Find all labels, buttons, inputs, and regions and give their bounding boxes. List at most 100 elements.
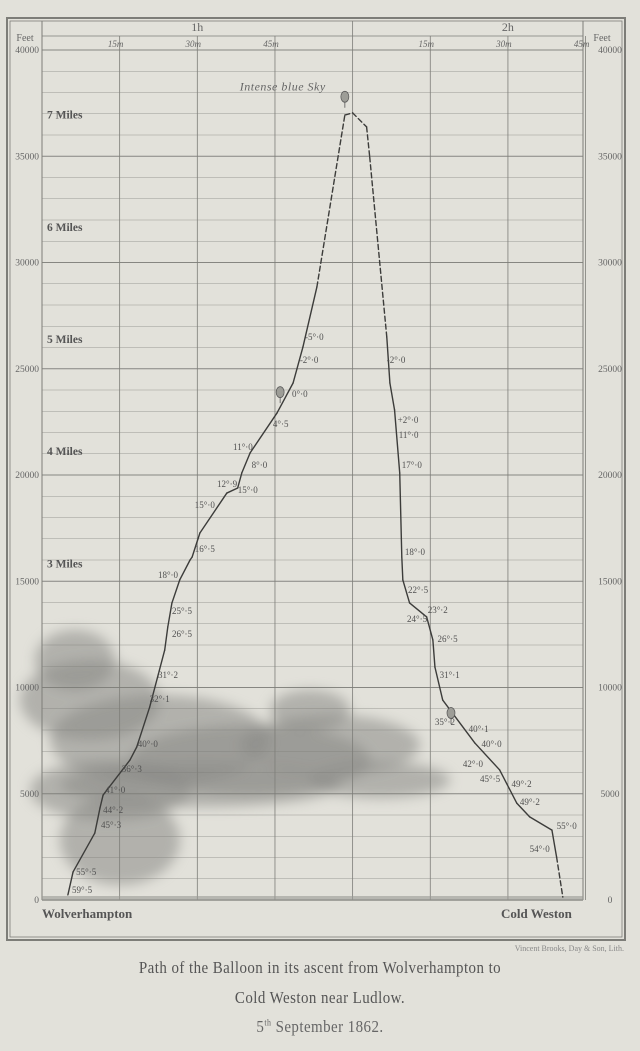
y-tick-label-right: 15000: [598, 577, 622, 587]
mile-label: 3 Miles: [47, 558, 83, 570]
temperature-label: 17°·0: [402, 460, 423, 470]
balloon-icon: [275, 386, 285, 398]
path-segment: [236, 472, 243, 489]
temperature-label: 11°·0: [233, 442, 253, 452]
y-axis-title-right: Feet: [593, 33, 610, 44]
temperature-label: 44°·2: [103, 805, 123, 815]
sky-annotation: Intense blue Sky: [239, 79, 326, 93]
y-tick-label-left: 35000: [15, 152, 39, 162]
path-segment: [167, 602, 173, 628]
path-segment: [241, 452, 251, 474]
path-segment: [365, 126, 371, 158]
path-segment: [148, 649, 166, 708]
temperature-labels: 59°·5 55°·5 45°·3 44°·2 41°·0 36°·3 40°·0 32°·1…: [72, 332, 577, 895]
path-segment: [528, 816, 553, 831]
y-tick-label-right: 5000: [601, 790, 620, 800]
y-tick-label-left: 0: [34, 896, 39, 906]
temperature-label: 15°·0: [238, 485, 259, 495]
path-segment: [72, 832, 96, 873]
path-segment: [408, 602, 428, 618]
temperature-label: 18°·0: [405, 547, 426, 557]
temperature-label: +2°·0: [398, 415, 419, 425]
y-tick-label-left: 15000: [15, 577, 39, 587]
x-tick-label: 15m: [108, 39, 124, 49]
path-segment: [389, 382, 396, 411]
path-segment: [316, 114, 346, 288]
mile-label: 5 Miles: [47, 334, 83, 346]
temperature-label: 35°·2: [435, 717, 455, 727]
path-segment: [226, 487, 239, 494]
y-tick-label-right: 40000: [598, 46, 622, 56]
path-segment: [292, 346, 304, 384]
outer-border: [6, 17, 626, 941]
inner-border: [9, 20, 623, 938]
temperature-label: 32°·1: [150, 694, 170, 704]
y-axis-title-left: Feet: [16, 33, 33, 44]
path-segment: [442, 699, 476, 744]
temperature-label: 22°·5: [408, 585, 429, 595]
x-tick-label: 30m: [495, 39, 512, 49]
date-rest: September 1862.: [275, 1017, 384, 1036]
path-segment: [302, 286, 318, 348]
temperature-label: -5°·0: [305, 332, 324, 342]
path-segment: [191, 532, 201, 558]
cloud-layer: [20, 630, 450, 885]
temperature-label: 42°·0: [463, 759, 484, 769]
mile-label: 7 Miles: [47, 110, 83, 122]
temperature-label: 40°·1: [469, 724, 489, 734]
path-segment: [551, 829, 558, 858]
path-segment: [516, 802, 531, 818]
path-segment: [402, 579, 411, 604]
y-tick-label-left: 10000: [15, 684, 39, 694]
temperature-label: 26°·5: [172, 629, 193, 639]
caption-line-1: Path of the Balloon in its ascent from W…: [138, 958, 502, 977]
temperature-label: 24°·5: [407, 614, 428, 624]
path-segment: [67, 871, 74, 896]
temperature-label: 55°·5: [76, 867, 97, 877]
cloud: [35, 630, 115, 690]
cloud: [270, 690, 350, 730]
y-tick-label-right: 25000: [598, 365, 622, 375]
temperature-label: 40°·0: [138, 739, 159, 749]
path-segment: [386, 336, 391, 384]
temperature-label: 55°·0: [557, 821, 578, 831]
path-segment: [99, 794, 104, 809]
x-tick-label: 45m: [574, 39, 590, 49]
frame: [6, 17, 626, 941]
cloud: [310, 762, 450, 798]
mile-label: 6 Miles: [47, 222, 83, 234]
temperature-label: 8°·0: [252, 460, 268, 470]
temperature-label: 23°·2: [428, 605, 448, 615]
x-tick-label: 15m: [419, 39, 435, 49]
path-segment: [344, 112, 354, 116]
balloon-icon: [340, 90, 350, 103]
y-tick-label-left: 5000: [20, 790, 39, 800]
temperature-label: 45°·5: [480, 774, 501, 784]
hour-label: 1h: [191, 20, 203, 34]
temperature-label: 31°·2: [158, 670, 178, 680]
temperature-label: 18°·0: [158, 570, 179, 580]
temperature-label: 4°·5: [273, 419, 289, 429]
caption-line-2: Cold Weston near Ludlow.: [234, 988, 406, 1007]
y-tick-label-right: 35000: [598, 152, 622, 162]
y-tick-label-left: 40000: [15, 46, 39, 56]
path-segment: [369, 156, 388, 338]
x-tick-label: 30m: [185, 39, 202, 49]
temperature-label: -2°·0: [387, 355, 406, 365]
y-tick-label-right: 0: [608, 896, 613, 906]
caption-date: 5th September 1862.: [38, 1017, 601, 1037]
lithographer-credit: Vincent Brooks, Day & Son, Lith.: [514, 944, 624, 953]
temperature-label: 54°·0: [530, 844, 551, 854]
x-tick-label: 45m: [263, 39, 279, 49]
path-segment: [474, 742, 501, 771]
temperature-label: 0°·0: [292, 389, 308, 399]
temperature-label: 11°·0: [399, 430, 419, 440]
path-segment: [179, 559, 191, 581]
temperature-label: 31°·1: [440, 670, 460, 680]
temperature-label: 45°·3: [101, 820, 122, 830]
temperature-label: 25°·5: [172, 606, 193, 616]
y-tick-label-left: 20000: [15, 471, 39, 481]
path-segment: [393, 409, 401, 474]
temperature-label: -2°·0: [300, 355, 319, 365]
